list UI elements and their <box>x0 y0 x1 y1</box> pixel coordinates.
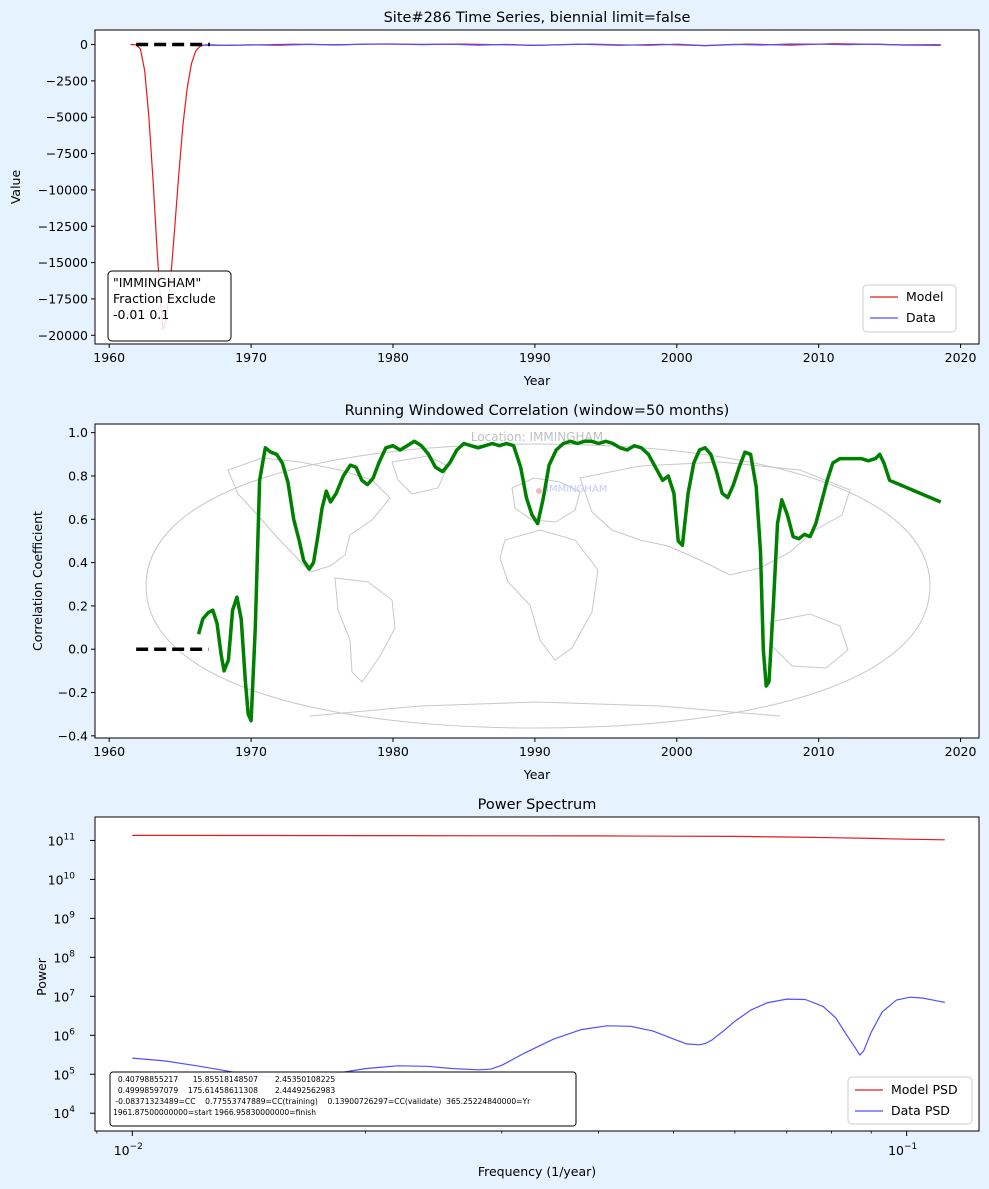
fit-statistics-line-1: 0.40798855217 15.85518148507 2.453501082… <box>113 1075 335 1084</box>
power-spectrum-legend-box <box>847 1076 973 1125</box>
time-series-x-tick-label: 2000 <box>661 350 693 365</box>
power-spectrum-y-label: Power <box>34 957 49 996</box>
power-spectrum-legend: Model PSD Data PSD <box>847 1076 973 1125</box>
correlation-x-label: Year <box>523 767 551 782</box>
power-spectrum-y-ticks: 104 105 106 107 108 109 1010 1011 <box>48 832 95 1121</box>
site-annotation-line-3: -0.01 0.1 <box>113 307 169 322</box>
time-series-x-tick-label: 2010 <box>803 350 835 365</box>
power-spectrum-y-tick-label: 106 <box>53 1027 75 1043</box>
correlation-y-tick-label: 0.0 <box>68 642 88 657</box>
site-annotation-line-2: Fraction Exclude <box>113 291 216 306</box>
correlation-x-tick-label: 1990 <box>519 744 551 759</box>
correlation-x-tick-label: 2000 <box>661 744 693 759</box>
time-series-y-tick-label: −12500 <box>38 219 88 234</box>
correlation-y-tick-label: 1.0 <box>68 425 88 440</box>
power-spectrum-panel: 10−2 10−1 104 105 106 107 108 109 1010 1011 Powe… <box>34 797 980 1179</box>
correlation-x-tick-label: 1980 <box>377 744 409 759</box>
correlation-panel: Location: IMMINGHAM IMMINGHAM 1960 1970 19… <box>30 403 980 782</box>
time-series-x-ticks: 1960 1970 1980 1990 2000 2010 2020 <box>93 344 977 365</box>
correlation-x-ticks: 1960 1970 1980 1990 2000 2010 2020 <box>93 738 977 759</box>
map-antarctica <box>309 701 781 717</box>
map-europe <box>511 477 581 523</box>
correlation-title: Running Windowed Correlation (window=50 … <box>345 403 730 419</box>
power-spectrum-x-tick-label: 10−1 <box>888 1142 917 1158</box>
time-series-plot-area <box>95 30 979 344</box>
correlation-y-tick-label: −0.4 <box>58 728 88 743</box>
time-series-x-tick-label: 1980 <box>377 350 409 365</box>
legend-data-label: Data <box>906 310 936 325</box>
time-series-y-tick-label: −2500 <box>46 73 88 88</box>
map-africa <box>499 529 599 661</box>
time-series-y-tick-label: −15000 <box>38 255 88 270</box>
time-series-frame <box>94 29 980 345</box>
time-series-y-tick-label: −20000 <box>38 328 88 343</box>
map-australia <box>769 613 849 669</box>
map-south-america <box>334 577 396 683</box>
correlation-y-label: Correlation Coefficient <box>30 511 45 651</box>
correlation-y-tick-label: 0.8 <box>68 468 88 483</box>
power-spectrum-title: Power Spectrum <box>478 797 597 813</box>
time-series-y-tick-label: −7500 <box>46 146 88 161</box>
correlation-lines <box>196 439 942 723</box>
power-spectrum-series-model-psd <box>132 834 945 841</box>
time-series-x-tick-label: 2020 <box>945 350 977 365</box>
power-spectrum-y-tick-label: 109 <box>53 910 75 926</box>
world-map-background <box>145 443 931 729</box>
site-annotation-box: "IMMINGHAM" Fraction Exclude -0.01 0.1 <box>107 270 232 342</box>
time-series-y-tick-label: −10000 <box>38 182 88 197</box>
power-spectrum-y-tick-label: 1010 <box>48 871 76 887</box>
legend-model-psd-label: Model PSD <box>891 1082 958 1097</box>
time-series-y-label: Value <box>8 170 23 205</box>
correlation-y-tick-label: 0.4 <box>68 555 88 570</box>
time-series-y-tick-label: 0 <box>80 37 88 52</box>
correlation-x-tick-label: 1960 <box>93 744 125 759</box>
map-north-america <box>227 457 391 573</box>
time-series-x-tick-label: 1990 <box>519 350 551 365</box>
time-series-legend: Model Data <box>862 284 957 333</box>
power-spectrum-y-tick-label: 107 <box>53 988 75 1004</box>
correlation-frame <box>94 423 980 739</box>
power-spectrum-y-tick-label: 104 <box>53 1105 75 1121</box>
site-marker-label: IMMINGHAM <box>546 484 607 495</box>
power-spectrum-x-ticks: 10−2 10−1 <box>96 1131 917 1158</box>
correlation-y-tick-label: 0.2 <box>68 598 88 613</box>
power-spectrum-y-tick-label: 108 <box>53 949 75 965</box>
correlation-y-tick-label: 0.6 <box>68 512 88 527</box>
power-spectrum-x-tick-label: 10−2 <box>114 1142 143 1158</box>
power-spectrum-frame <box>94 816 980 1132</box>
power-spectrum-x-label: Frequency (1/year) <box>478 1164 596 1179</box>
correlation-y-tick-label: −0.2 <box>58 685 88 700</box>
fit-statistics-line-4: 1961.87500000000=start 1966.95830000000=… <box>113 1108 316 1117</box>
time-series-title: Site#286 Time Series, biennial limit=fal… <box>384 10 691 26</box>
time-series-x-label: Year <box>523 373 551 388</box>
correlation-x-tick-label: 2010 <box>803 744 835 759</box>
correlation-series-1 <box>196 439 942 723</box>
time-series-y-tick-label: −5000 <box>46 110 88 125</box>
time-series-y-ticks: 0 −2500 −5000 −7500 −10000 −12500 −15000 −17500… <box>38 37 95 343</box>
legend-model-label: Model <box>906 289 944 304</box>
time-series-y-tick-label: −17500 <box>38 291 88 306</box>
time-series-panel: 1960 1970 1980 1990 2000 2010 2020 0 −2500 −5000… <box>8 10 980 388</box>
fit-statistics-line-3: -0.08371323489=CC 0.77553747889=CC(train… <box>113 1097 531 1106</box>
legend-data-psd-label: Data PSD <box>891 1103 950 1118</box>
map-outline <box>145 443 931 729</box>
fit-statistics-line-2: 0.49998597079 175.61458611308 2.44492562… <box>113 1086 335 1095</box>
power-spectrum-y-tick-label: 105 <box>53 1066 75 1082</box>
time-series-series-data <box>199 43 941 47</box>
site-annotation-line-1: "IMMINGHAM" <box>113 275 201 290</box>
power-spectrum-y-tick-label: 1011 <box>48 832 75 848</box>
fit-statistics-box: 0.40798855217 15.85518148507 2.453501082… <box>109 1071 577 1127</box>
correlation-x-tick-label: 1970 <box>235 744 267 759</box>
correlation-y-ticks: −0.4 −0.2 0.0 0.2 0.4 0.6 0.8 1.0 <box>58 425 95 743</box>
time-series-x-tick-label: 1970 <box>235 350 267 365</box>
correlation-x-tick-label: 2020 <box>945 744 977 759</box>
time-series-x-tick-label: 1960 <box>93 350 125 365</box>
site-marker <box>536 488 542 494</box>
correlation-plot-area <box>95 424 979 738</box>
